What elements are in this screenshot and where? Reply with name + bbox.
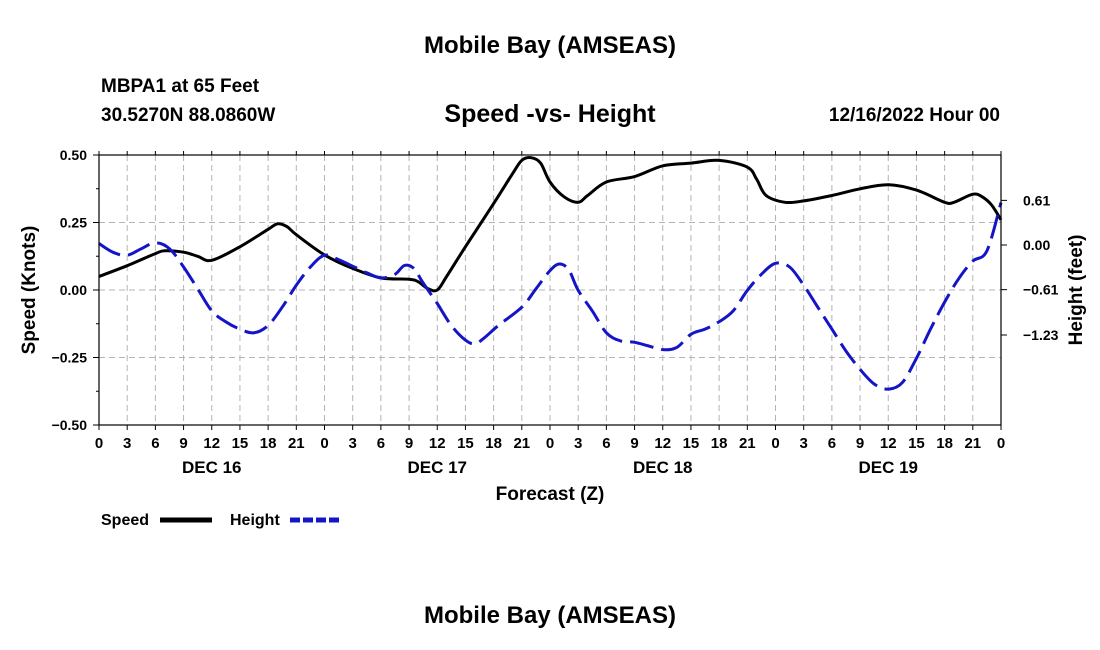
page-title-bottom: Mobile Bay (AMSEAS) (423, 602, 677, 629)
x-tick-label: 3 (123, 435, 131, 452)
x-tick-label: 21 (288, 435, 305, 452)
x-tick-label: 3 (349, 435, 357, 452)
day-label: DEC 19 (858, 458, 918, 477)
series-lines (98, 156, 1003, 391)
x-tick-label: 21 (739, 435, 756, 452)
y-tick-label: −0.25 (52, 350, 88, 366)
legend-height-label: Height (230, 512, 280, 529)
x-tick-label: 0 (95, 435, 103, 452)
station-coords: 30.5270N 88.0860W (101, 105, 276, 126)
y2-axis-label: Height (feet) (1066, 235, 1087, 346)
height-series-line (98, 202, 1003, 391)
x-tick-label: 3 (574, 435, 582, 452)
day-label: DEC 17 (407, 458, 467, 477)
x-tick-label: 9 (405, 435, 413, 452)
x-tick-label: 12 (429, 435, 446, 452)
x-tick-label: 0 (771, 435, 779, 452)
day-label: DEC 16 (182, 458, 242, 477)
x-tick-label: 6 (602, 435, 610, 452)
x-tick-label: 18 (260, 435, 277, 452)
forecast-date: 12/16/2022 Hour 00 (828, 105, 1000, 126)
station-label: MBPA1 at 65 Feet (101, 76, 260, 97)
x-tick-label: 15 (908, 435, 925, 452)
y-axis-label: Speed (Knots) (19, 226, 40, 355)
x-tick-label: 0 (997, 435, 1005, 452)
legend: Speed Height (101, 512, 342, 529)
x-tick-label: 18 (485, 435, 502, 452)
x-tick-label: 18 (936, 435, 953, 452)
x-tick-label: 6 (151, 435, 159, 452)
x-tick-label: 0 (320, 435, 328, 452)
x-tick-label: 21 (964, 435, 981, 452)
y2-tick-label: 0.61 (1023, 192, 1050, 208)
x-tick-label: 9 (179, 435, 187, 452)
x-tick-label: 6 (377, 435, 385, 452)
x-tick-label: 21 (513, 435, 530, 452)
speed-series-line (98, 156, 1003, 293)
y-tick-label: −0.50 (52, 417, 88, 433)
legend-speed-label: Speed (101, 512, 149, 529)
x-tick-label: 3 (800, 435, 808, 452)
x-axis-label: Forecast (Z) (496, 484, 605, 505)
x-tick-label: 0 (546, 435, 554, 452)
x-tick-label: 12 (203, 435, 220, 452)
x-tick-label: 9 (630, 435, 638, 452)
x-tick-label: 9 (856, 435, 864, 452)
chart-subtitle: Speed -vs- Height (444, 100, 656, 128)
y-tick-label: 0.00 (60, 282, 87, 298)
y-axis-ticks: 0.50 0.25 0.00 −0.25 −0.50 0.61 0.00 −0.61 −1.23 (52, 147, 1059, 433)
x-axis-ticks: 0 3 6 9 12 15 18 21 0 3 6 9 12 15 18 21 0 3 6 9 12 15 18 21 0 3 6 9… (95, 151, 1005, 477)
y-tick-label: 0.50 (60, 147, 87, 163)
x-tick-label: 6 (828, 435, 836, 452)
y2-tick-label: −0.61 (1023, 282, 1059, 298)
y2-tick-label: 0.00 (1023, 237, 1050, 253)
x-tick-label: 12 (654, 435, 671, 452)
y-tick-label: 0.25 (60, 215, 87, 231)
x-tick-label: 15 (457, 435, 474, 452)
x-tick-label: 12 (880, 435, 897, 452)
y2-tick-label: −1.23 (1023, 327, 1059, 343)
grid-lines (99, 155, 1001, 425)
day-label: DEC 18 (633, 458, 693, 477)
x-tick-label: 15 (232, 435, 249, 452)
x-tick-label: 18 (711, 435, 728, 452)
page-title: Mobile Bay (AMSEAS) (423, 32, 677, 59)
x-tick-label: 15 (683, 435, 700, 452)
